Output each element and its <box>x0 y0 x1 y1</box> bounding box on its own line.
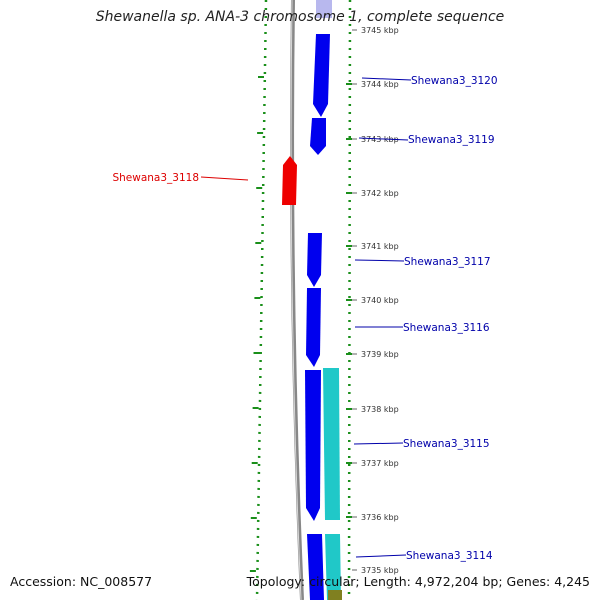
cds-feature-shewana3-3114 <box>325 534 341 600</box>
gene-label-shewana3-3114[interactable]: Shewana3_3114 <box>406 550 493 562</box>
scale-tick-label: 3742 kbp <box>361 189 399 198</box>
gene-arrow-shewana3-3120 <box>313 34 330 117</box>
cds-feature-shewana3-3115 <box>323 368 340 520</box>
leader-line-shewana3-3119 <box>358 137 409 141</box>
leader-line-shewana3-3118 <box>200 176 249 181</box>
scale-tick-label: 3738 kbp <box>361 405 399 414</box>
gene-arrow-partial-top <box>316 0 332 18</box>
accession-label: Accession: NC_008577 <box>10 574 153 589</box>
gene-label-shewana3-3118[interactable]: Shewana3_3118 <box>112 172 199 184</box>
scale-tick-label: 3740 kbp <box>361 296 399 305</box>
gene-arrow-shewana3-3115 <box>305 370 321 521</box>
scale-tick-label: 3743 kbp <box>361 135 399 144</box>
gene-label-shewana3-3117[interactable]: Shewana3_3117 <box>404 256 491 268</box>
scale-tick-label: 3737 kbp <box>361 459 399 468</box>
gene-label-shewana3-3115[interactable]: Shewana3_3115 <box>403 438 490 450</box>
gene-arrow-shewana3-3117 <box>307 233 322 287</box>
gene-label-shewana3-3116[interactable]: Shewana3_3116 <box>403 322 490 334</box>
gene-label-shewana3-3120[interactable]: Shewana3_3120 <box>411 75 498 87</box>
scale-tick-label: 3741 kbp <box>361 242 399 251</box>
gene-arrow-shewana3-3119 <box>310 118 326 155</box>
backbone-arc <box>290 0 304 601</box>
gene-label-shewana3-3119[interactable]: Shewana3_3119 <box>408 134 495 146</box>
gene-arrow-shewana3-3118 <box>282 156 297 205</box>
feature-olive-bottom <box>328 590 342 600</box>
leader-line-shewana3-3120 <box>361 77 412 81</box>
scale-tick-label: 3735 kbp <box>361 566 399 575</box>
gc-skew-dotted-track-left <box>255 0 268 601</box>
scale-tick-label: 3736 kbp <box>361 513 399 522</box>
leader-line-shewana3-3117 <box>354 259 405 262</box>
leader-line-shewana3-3114 <box>355 554 407 558</box>
gc-content-marks <box>249 76 352 572</box>
topology-summary: Topology: circular; Length: 4,972,204 bp… <box>246 574 590 589</box>
gene-arrow-shewana3-3114 <box>307 534 324 600</box>
scale-tick-label: 3745 kbp <box>361 26 399 35</box>
leader-line-shewana3-3115 <box>353 442 404 445</box>
map-title: Shewanella sp. ANA-3 chromosome 1, compl… <box>95 9 505 25</box>
scale-ticks: 3745 kbp 3744 kbp 3743 kbp 3742 kbp 3741 kbp… <box>352 26 399 575</box>
gene-arrow-shewana3-3116 <box>306 288 321 367</box>
backbone-arc-highlight <box>290 0 302 601</box>
scale-tick-label: 3739 kbp <box>361 350 399 359</box>
scale-tick-label: 3744 kbp <box>361 80 399 89</box>
